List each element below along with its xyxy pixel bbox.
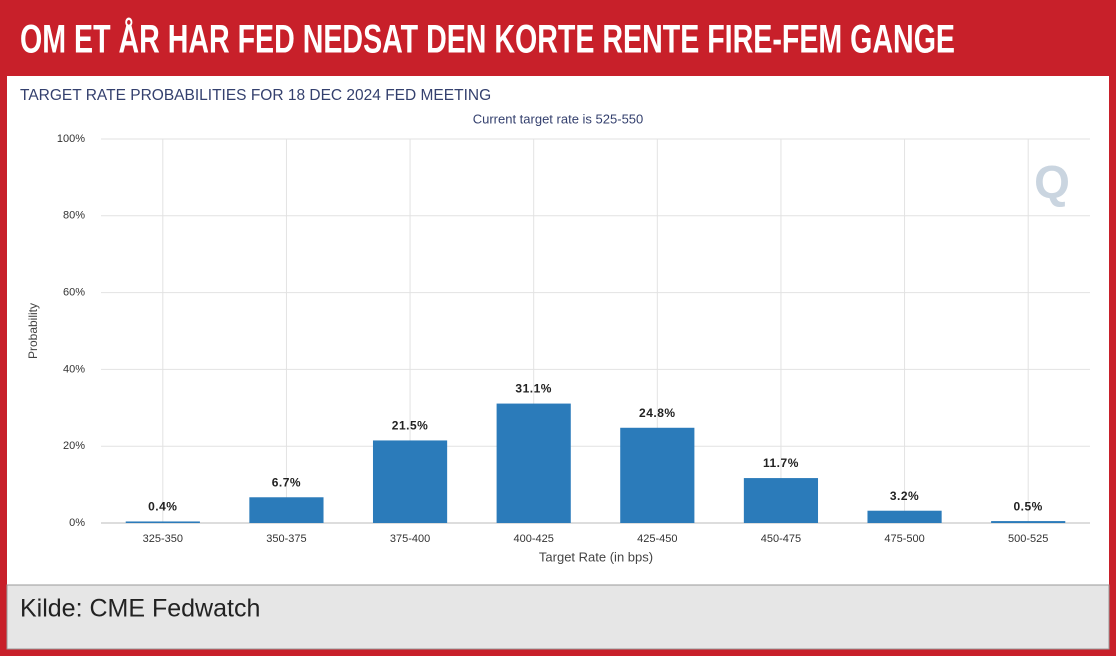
- bar: [372, 440, 448, 523]
- y-tick-label: 0%: [69, 517, 85, 529]
- source-note: Kilde: CME Fedwatch: [20, 595, 260, 623]
- data-label: 6.7%: [272, 475, 301, 489]
- chart-subtitle: Current target rate is 525-550: [473, 111, 644, 126]
- x-tick-label: 425-450: [637, 533, 677, 545]
- x-axis-label: Target Rate (in bps): [539, 549, 653, 564]
- bar: [125, 521, 200, 523]
- x-tick-label: 375-400: [390, 533, 430, 545]
- y-axis-label: Probability: [26, 303, 40, 359]
- x-tick-label: 400-425: [514, 533, 554, 545]
- y-tick-label: 100%: [57, 133, 85, 145]
- data-label: 21.5%: [392, 419, 429, 433]
- bar: [620, 427, 695, 523]
- logo-q: Q: [1034, 156, 1070, 208]
- x-tick-label: 350-375: [266, 533, 306, 545]
- y-tick-label: 40%: [63, 363, 85, 375]
- logo: Q: [1034, 156, 1070, 208]
- y-tick-label: 80%: [63, 210, 85, 222]
- data-label: 3.2%: [890, 489, 919, 503]
- data-label: 24.8%: [639, 406, 676, 420]
- x-tick-label: 475-500: [884, 533, 924, 545]
- x-tick-label: 325-350: [143, 533, 183, 545]
- bar: [249, 497, 324, 523]
- data-label: 0.5%: [1014, 499, 1043, 513]
- data-label: 11.7%: [763, 456, 799, 470]
- y-tick-label: 60%: [63, 287, 85, 299]
- bar: [991, 521, 1066, 523]
- chart-title: TARGET RATE PROBABILITIES FOR 18 DEC 202…: [20, 87, 491, 104]
- plot-area: 0% 20% 40% 60% 80% 100% 325-350 0.4% 350-375 6.7%…: [57, 133, 1090, 545]
- bar: [743, 478, 819, 523]
- bar: [496, 403, 571, 523]
- header-title: OM ET ÅR HAR FED NEDSAT DEN KORTE RENTE …: [20, 17, 955, 62]
- bar: [867, 510, 942, 523]
- data-label: 0.4%: [148, 500, 177, 514]
- x-tick-label: 450-475: [761, 533, 801, 545]
- chart-panel: [7, 76, 1109, 649]
- data-label: 31.1%: [515, 382, 552, 396]
- footer-panel: [6, 584, 1110, 650]
- y-tick-label: 20%: [63, 440, 85, 452]
- x-tick-label: 500-525: [1008, 533, 1048, 545]
